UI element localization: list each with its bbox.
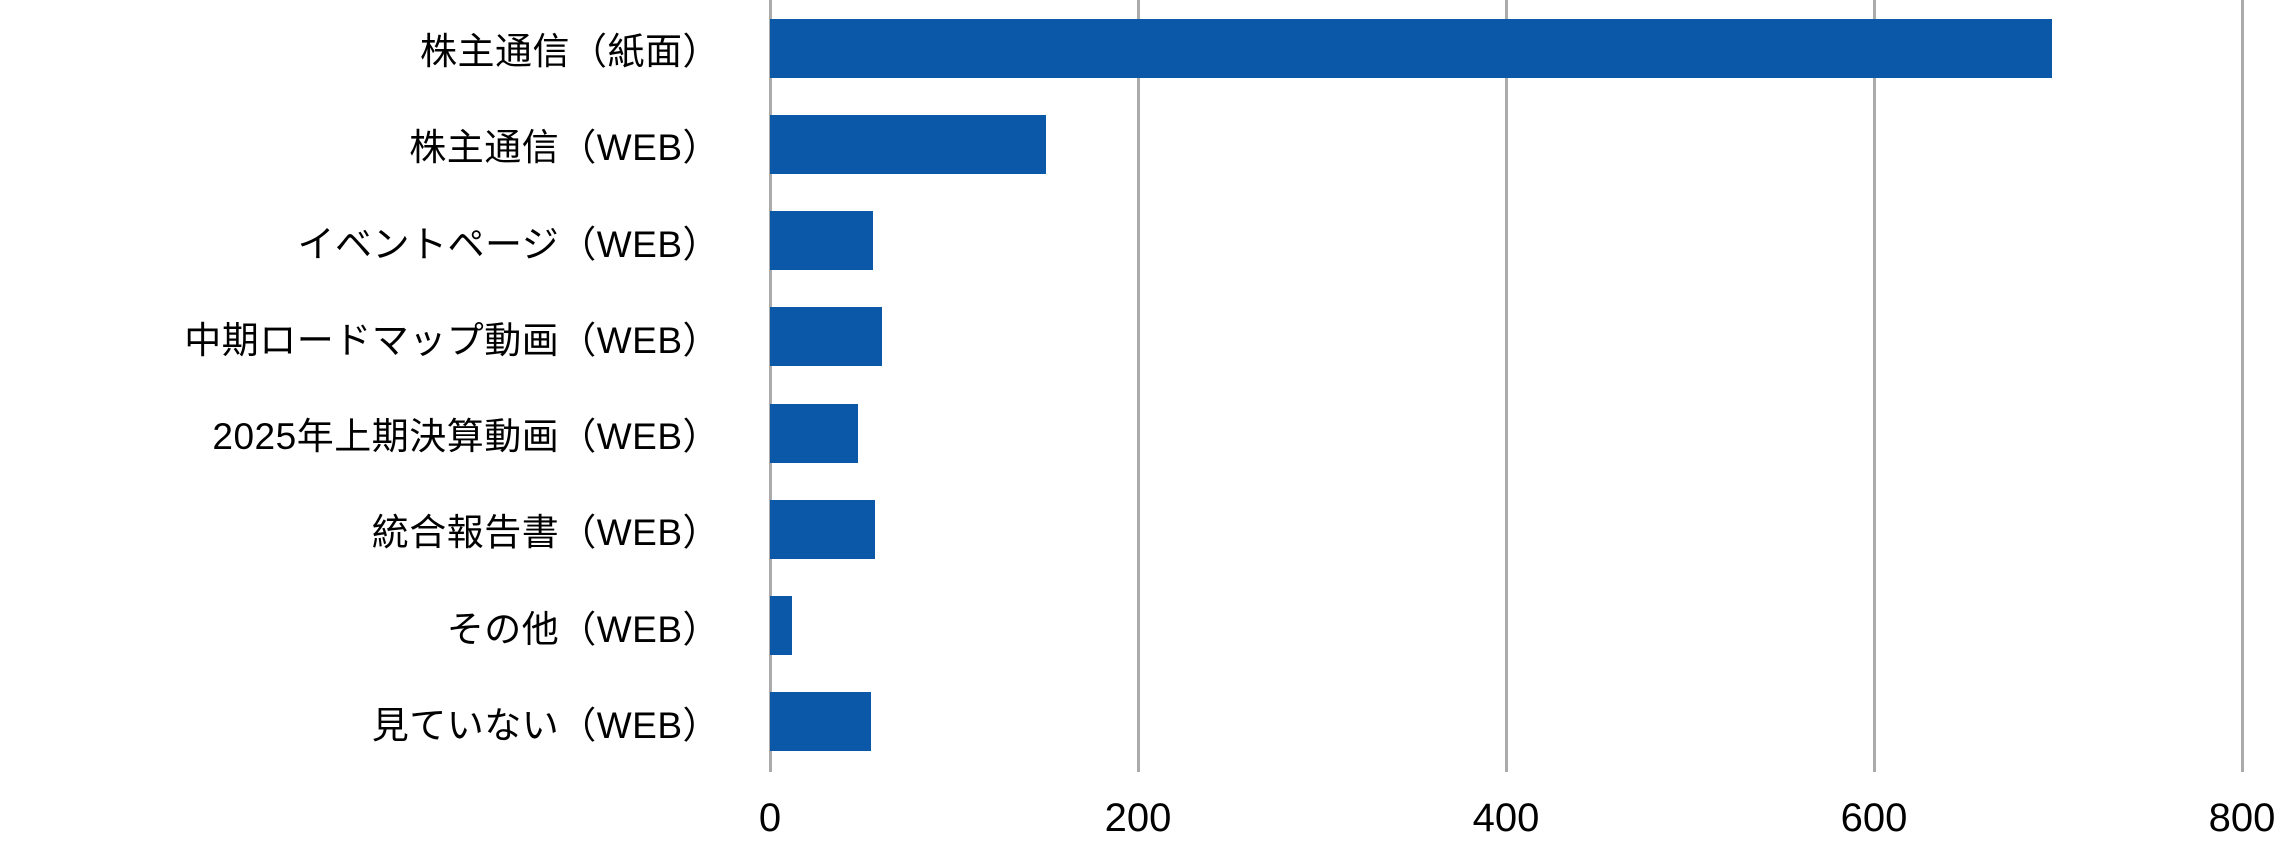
x-tick-label: 200 (1104, 796, 1172, 840)
x-tick-label: 600 (1840, 796, 1908, 840)
x-axis-tick-labels: 0 200 400 600 800 (759, 796, 2276, 842)
category-label: その他（WEB） (446, 608, 720, 650)
bar-5 (770, 403, 859, 463)
category-label: 見ていない（WEB） (371, 704, 720, 746)
category-label: 統合報告書（WEB） (371, 512, 720, 554)
x-tick-label: 400 (1472, 796, 1540, 840)
plot-area (768, 0, 2244, 772)
bar-3 (770, 211, 874, 271)
bar-6 (770, 499, 875, 559)
bar-4 (770, 307, 883, 367)
category-label: 株主通信（WEB） (409, 127, 720, 169)
gridline (1872, 0, 1876, 772)
bar-8 (770, 692, 872, 752)
y-axis-line (768, 0, 772, 772)
gridline (1504, 0, 1508, 772)
category-label: 株主通信（紙面） (420, 31, 720, 73)
bar-7 (770, 596, 793, 656)
gridline (1136, 0, 1140, 772)
bar-2 (770, 114, 1046, 174)
gridline (2240, 0, 2244, 772)
category-axis-labels: 株主通信（紙面） 株主通信（WEB） イベントページ（WEB） 中期ロードマップ動画（… (0, 0, 720, 770)
category-label: イベントページ（WEB） (297, 223, 720, 265)
x-tick-label: 0 (758, 796, 782, 840)
bar-1 (770, 18, 2053, 78)
category-label: 中期ロードマップ動画（WEB） (184, 319, 720, 361)
category-label: 2025年上期決算動画（WEB） (212, 416, 720, 458)
x-tick-label: 800 (2208, 796, 2276, 840)
